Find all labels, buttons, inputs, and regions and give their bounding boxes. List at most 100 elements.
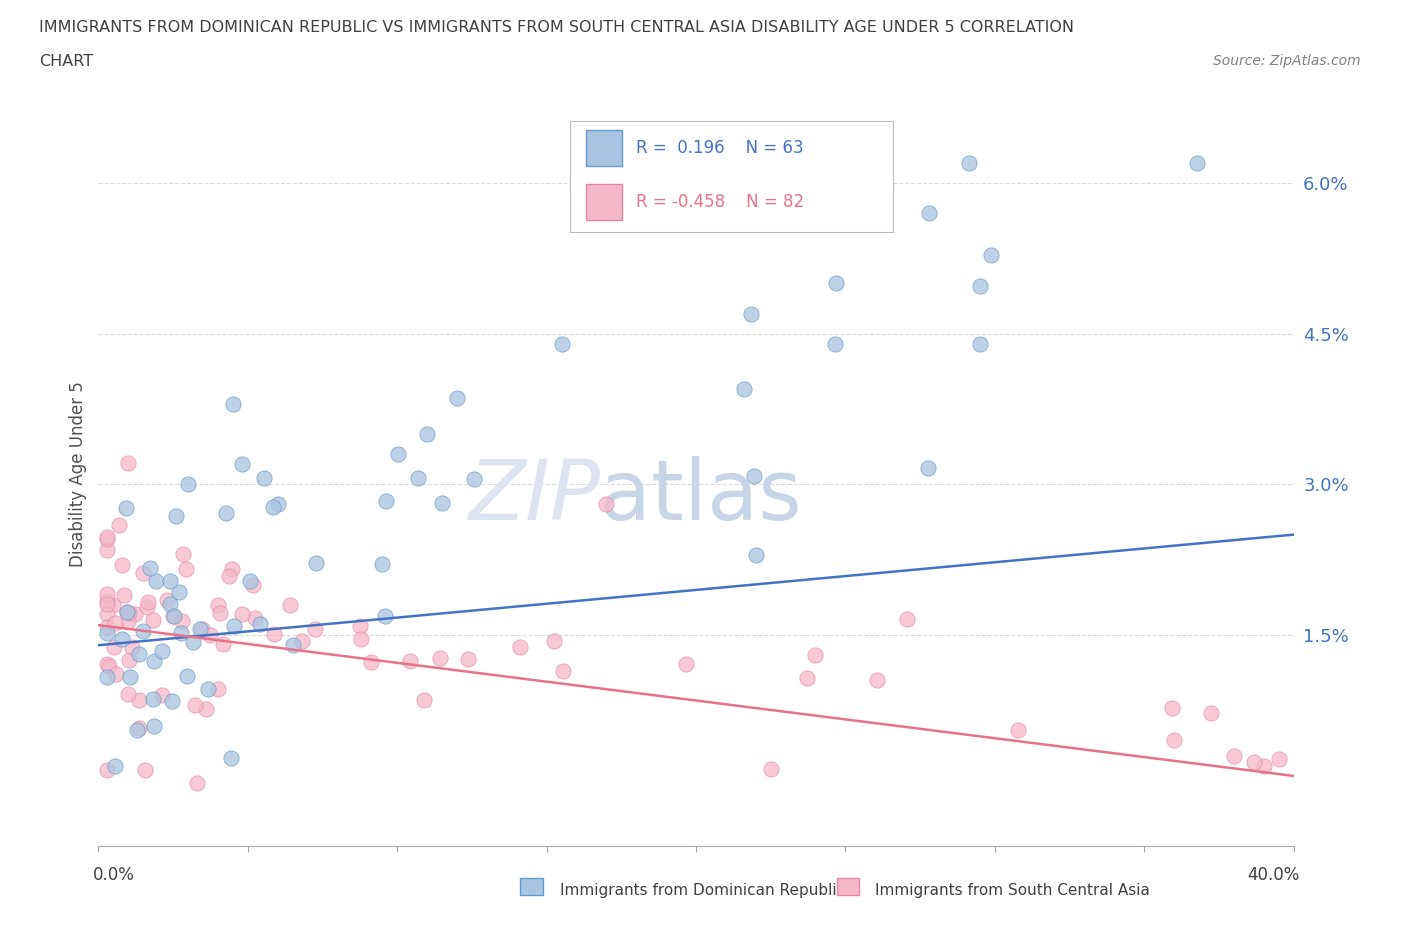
Point — [172, 547, 194, 562]
Point — [145, 574, 167, 589]
Y-axis label: Disability Age Under 5: Disability Age Under 5 — [69, 381, 87, 567]
Point — [96, 530, 118, 545]
Point — [115, 604, 138, 619]
Bar — [586, 130, 621, 166]
Point — [117, 456, 139, 471]
Point — [304, 622, 326, 637]
Point — [239, 574, 262, 589]
Point — [176, 562, 198, 577]
Point — [96, 606, 118, 621]
Point — [142, 613, 165, 628]
Point — [96, 625, 118, 640]
Point — [96, 657, 118, 671]
Point — [242, 578, 264, 592]
Point — [104, 666, 127, 681]
Point — [207, 682, 229, 697]
Text: 0.0%: 0.0% — [93, 867, 135, 884]
Point — [278, 598, 301, 613]
Point — [595, 497, 617, 512]
Point — [1185, 155, 1208, 170]
Text: ZIP: ZIP — [468, 456, 600, 538]
Text: 40.0%: 40.0% — [1247, 867, 1299, 884]
Point — [211, 636, 233, 651]
Point — [96, 619, 118, 634]
Point — [136, 600, 159, 615]
Point — [103, 598, 125, 613]
Point — [263, 627, 285, 642]
Point — [96, 532, 118, 547]
Point — [224, 618, 246, 633]
Point — [96, 763, 118, 777]
Text: R = -0.458    N = 82: R = -0.458 N = 82 — [637, 193, 804, 211]
Point — [207, 598, 229, 613]
Point — [167, 584, 190, 599]
Point — [231, 457, 253, 472]
Point — [121, 640, 143, 655]
Point — [824, 337, 846, 352]
Point — [170, 613, 193, 628]
Point — [446, 391, 468, 405]
Point — [128, 646, 150, 661]
Point — [221, 562, 243, 577]
Point — [218, 568, 240, 583]
Point — [1007, 723, 1029, 737]
Point — [96, 587, 118, 602]
Point — [1268, 751, 1291, 766]
FancyBboxPatch shape — [571, 121, 893, 232]
Point — [253, 471, 276, 485]
Point — [177, 477, 200, 492]
Point — [111, 557, 134, 572]
Point — [111, 631, 134, 646]
Point — [132, 623, 155, 638]
Point — [740, 307, 762, 322]
Point — [156, 592, 179, 607]
Point — [824, 276, 846, 291]
Point — [1253, 759, 1275, 774]
Point — [128, 693, 150, 708]
Point — [96, 542, 118, 557]
Point — [267, 497, 290, 512]
Point — [1199, 706, 1222, 721]
Point — [136, 595, 159, 610]
Point — [281, 638, 304, 653]
Point — [430, 496, 453, 511]
Point — [176, 669, 198, 684]
Point — [139, 561, 162, 576]
Point — [125, 723, 148, 737]
Point — [360, 655, 382, 670]
Point — [103, 639, 125, 654]
Text: atlas: atlas — [600, 456, 801, 538]
Point — [118, 670, 141, 684]
Point — [96, 593, 118, 608]
Point — [305, 556, 328, 571]
Point — [1223, 749, 1246, 764]
Point — [1243, 754, 1265, 769]
Point — [117, 614, 139, 629]
Point — [208, 605, 231, 620]
Point — [98, 658, 121, 673]
Point — [370, 556, 392, 571]
Text: Source: ZipAtlas.com: Source: ZipAtlas.com — [1213, 54, 1361, 68]
Point — [550, 336, 572, 351]
Point — [159, 574, 181, 589]
Point — [918, 206, 941, 220]
Point — [917, 460, 939, 475]
Point — [249, 617, 271, 631]
Point — [96, 670, 118, 684]
Point — [170, 625, 193, 640]
Point — [463, 472, 485, 486]
Point — [1160, 701, 1182, 716]
Point — [509, 639, 531, 654]
Point — [163, 608, 186, 623]
Bar — [586, 184, 621, 219]
Point — [733, 382, 755, 397]
Point — [408, 471, 430, 485]
Point — [142, 691, 165, 706]
Point — [112, 588, 135, 603]
Point — [215, 505, 238, 520]
Point — [553, 664, 575, 679]
Point — [457, 651, 479, 666]
Point — [291, 634, 314, 649]
Point — [374, 608, 396, 623]
Point — [184, 698, 207, 712]
